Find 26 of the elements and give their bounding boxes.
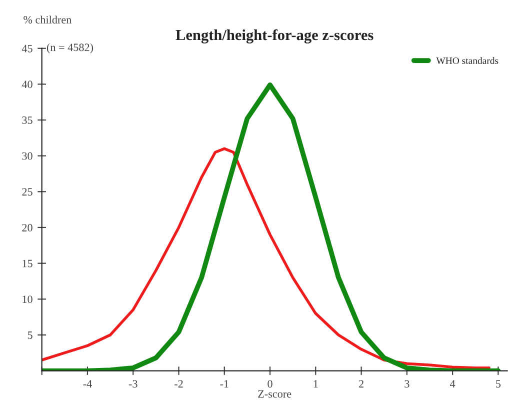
x-tick-label: -4 — [83, 380, 92, 388]
annotation: (n = 4582) — [46, 43, 94, 54]
y-tick-label: 5 — [28, 332, 32, 339]
x-tick-label: 4 — [450, 380, 456, 388]
x-tick-label: 5 — [496, 380, 501, 388]
x-tick-label: 0 — [268, 380, 272, 388]
y-tick-label: 35 — [22, 116, 32, 124]
y-tick-label: 30 — [22, 152, 32, 160]
x-axis-title: Z-score — [258, 390, 292, 398]
x-tick-label: -2 — [174, 380, 183, 388]
y-tick-label: 10 — [22, 296, 32, 304]
chart-title: Length/height-for-age z-scores — [176, 29, 374, 44]
x-tick-label: 2 — [358, 380, 364, 388]
line-series — [42, 147, 490, 370]
y-tick-label: 20 — [22, 224, 32, 232]
x-tick-label: -1 — [220, 380, 228, 388]
y-tick-label: 45 — [22, 44, 32, 52]
y-tick-label: 15 — [22, 260, 32, 268]
line-series — [42, 82, 501, 371]
x-tick-label: -3 — [128, 380, 138, 388]
y-tick-label: 25 — [22, 188, 32, 196]
legend-label: WHO standards — [436, 57, 498, 64]
y-tick-label: 40 — [22, 80, 32, 88]
y-axis-title: % children — [24, 16, 72, 24]
x-tick-label: 1 — [314, 380, 318, 388]
x-tick-label: 3 — [404, 380, 410, 388]
